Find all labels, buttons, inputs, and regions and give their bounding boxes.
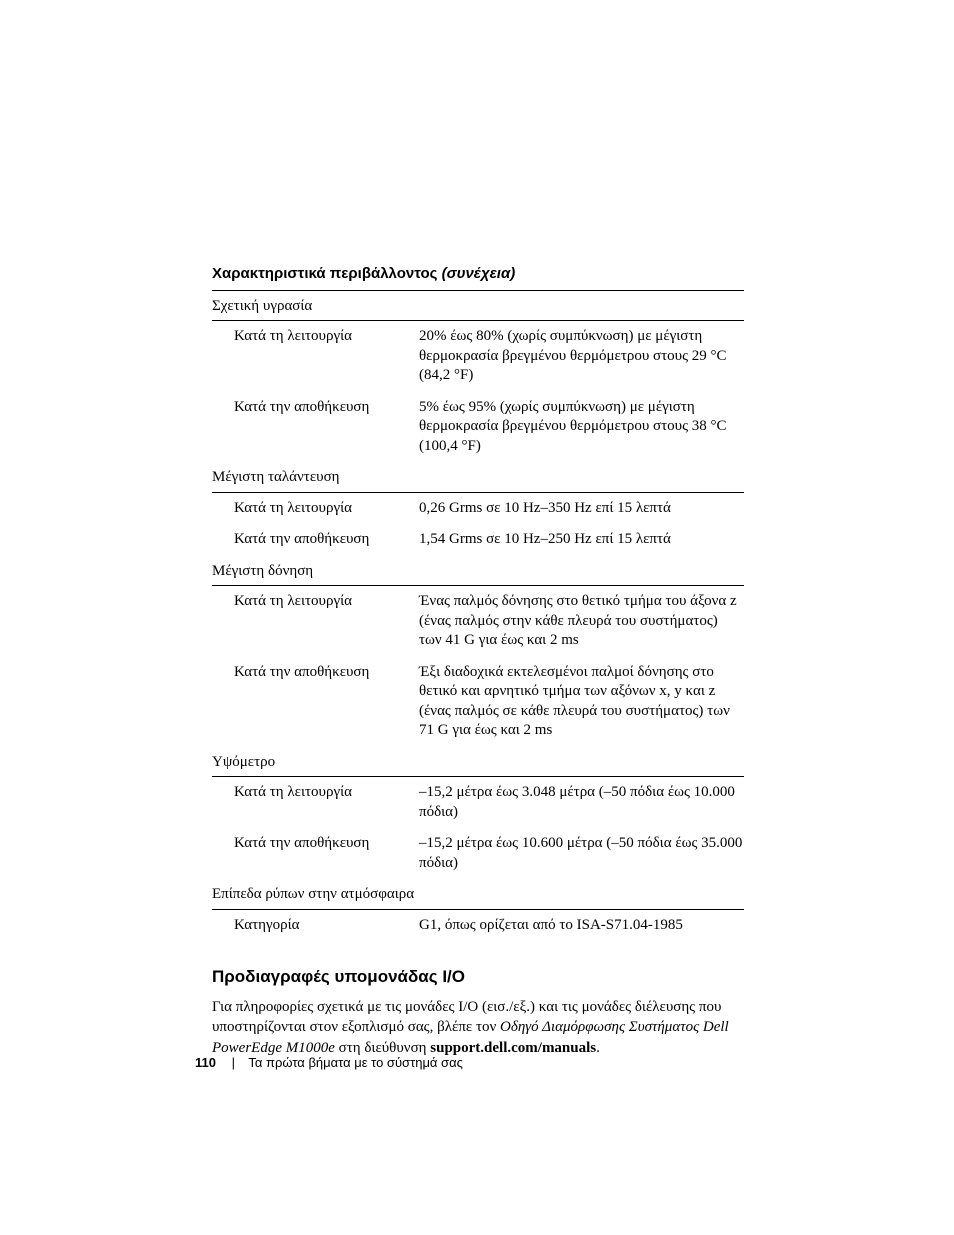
para-text: . xyxy=(596,1040,600,1056)
group-header: Μέγιστη δόνηση xyxy=(212,556,744,586)
spec-value: Έξι διαδοχικά εκτελεσμένοι παλμοί δόνηση… xyxy=(419,657,744,747)
group-header: Υψόμετρο xyxy=(212,747,744,777)
group-header-text: Υψόμετρο xyxy=(212,747,744,777)
table-title-continued: (συνέχεια) xyxy=(437,265,515,282)
section-heading: Προδιαγραφές υπομονάδας I/O xyxy=(212,967,744,987)
para-bold-link: support.dell.com/manuals xyxy=(430,1040,596,1056)
table-row: Κατά τη λειτουργία 0,26 Grms σε 10 Hz–35… xyxy=(212,492,744,524)
spec-value: G1, όπως ορίζεται από το ISA-S71.04-1985 xyxy=(419,909,744,941)
spec-label: Κατηγορία xyxy=(212,909,419,941)
table-row: Κατά τη λειτουργία 20% έως 80% (χωρίς συ… xyxy=(212,321,744,392)
spec-value: Ένας παλμός δόνησης στο θετικό τμήμα του… xyxy=(419,586,744,657)
table-row: Κατηγορία G1, όπως ορίζεται από το ISA-S… xyxy=(212,909,744,941)
spec-value: –15,2 μέτρα έως 10.600 μέτρα (–50 πόδια … xyxy=(419,828,744,879)
table-row: Κατά την αποθήκευση Έξι διαδοχικά εκτελε… xyxy=(212,657,744,747)
table-title-row: Χαρακτηριστικά περιβάλλοντος (συνέχεια) xyxy=(212,260,744,290)
table-row: Κατά τη λειτουργία –15,2 μέτρα έως 3.048… xyxy=(212,777,744,829)
spec-label: Κατά τη λειτουργία xyxy=(212,321,419,392)
section-paragraph: Για πληροφορίες σχετικά με τις μονάδες I… xyxy=(212,997,744,1058)
footer-text: Τα πρώτα βήματα με το σύστημά σας xyxy=(248,1055,462,1070)
env-spec-table: Χαρακτηριστικά περιβάλλοντος (συνέχεια) … xyxy=(212,260,744,941)
page-footer: 110 | Τα πρώτα βήματα με το σύστημά σας xyxy=(195,1055,463,1070)
group-header-text: Σχετική υγρασία xyxy=(212,290,744,321)
group-header-text: Επίπεδα ρύπων στην ατμόσφαιρα xyxy=(212,879,744,909)
spec-value: 1,54 Grms σε 10 Hz–250 Hz επί 15 λεπτά xyxy=(419,524,744,556)
table-row: Κατά την αποθήκευση –15,2 μέτρα έως 10.6… xyxy=(212,828,744,879)
group-header-text: Μέγιστη ταλάντευση xyxy=(212,462,744,492)
spec-label: Κατά την αποθήκευση xyxy=(212,524,419,556)
spec-label: Κατά την αποθήκευση xyxy=(212,657,419,747)
spec-label: Κατά την αποθήκευση xyxy=(212,828,419,879)
group-header: Επίπεδα ρύπων στην ατμόσφαιρα xyxy=(212,879,744,909)
table-row: Κατά την αποθήκευση 5% έως 95% (χωρίς συ… xyxy=(212,392,744,463)
footer-separator: | xyxy=(232,1055,235,1070)
table-row: Κατά την αποθήκευση 1,54 Grms σε 10 Hz–2… xyxy=(212,524,744,556)
group-header: Σχετική υγρασία xyxy=(212,290,744,321)
page-number: 110 xyxy=(195,1055,216,1070)
table-title-bold: Χαρακτηριστικά περιβάλλοντος xyxy=(212,265,437,282)
spec-value: –15,2 μέτρα έως 3.048 μέτρα (–50 πόδια έ… xyxy=(419,777,744,829)
spec-value: 20% έως 80% (χωρίς συμπύκνωση) με μέγιστ… xyxy=(419,321,744,392)
page: Χαρακτηριστικά περιβάλλοντος (συνέχεια) … xyxy=(0,0,954,1235)
spec-value: 5% έως 95% (χωρίς συμπύκνωση) με μέγιστη… xyxy=(419,392,744,463)
spec-label: Κατά τη λειτουργία xyxy=(212,492,419,524)
spec-value: 0,26 Grms σε 10 Hz–350 Hz επί 15 λεπτά xyxy=(419,492,744,524)
para-text: στη διεύθυνση xyxy=(335,1040,430,1056)
spec-label: Κατά τη λειτουργία xyxy=(212,586,419,657)
spec-label: Κατά τη λειτουργία xyxy=(212,777,419,829)
spec-label: Κατά την αποθήκευση xyxy=(212,392,419,463)
group-header: Μέγιστη ταλάντευση xyxy=(212,462,744,492)
table-row: Κατά τη λειτουργία Ένας παλμός δόνησης σ… xyxy=(212,586,744,657)
group-header-text: Μέγιστη δόνηση xyxy=(212,556,744,586)
